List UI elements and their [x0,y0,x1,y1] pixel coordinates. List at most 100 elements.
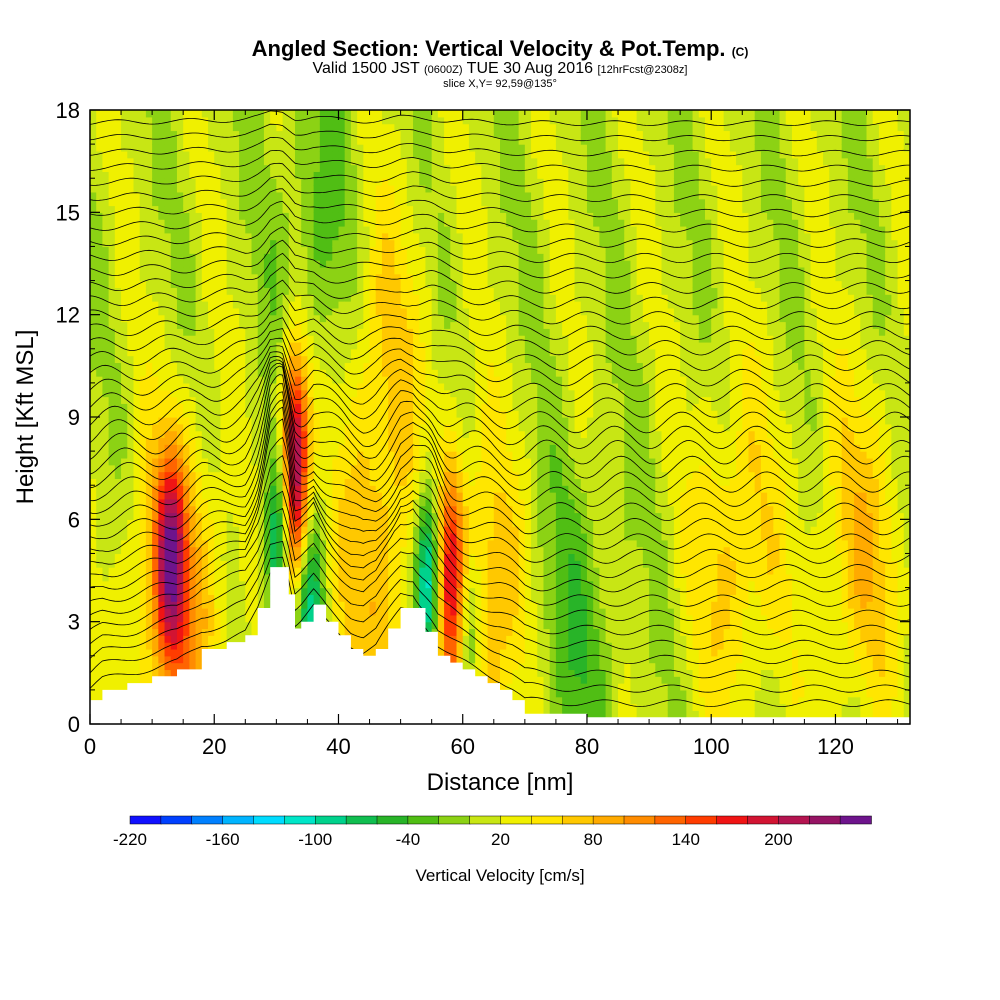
velocity-cell [375,512,383,520]
velocity-cell [406,123,414,132]
velocity-cell [257,130,265,138]
velocity-cell [232,444,240,452]
velocity-cell [350,280,358,288]
velocity-cell [127,110,135,118]
velocity-cell [139,164,147,172]
velocity-cell [176,273,184,282]
velocity-cell [357,396,364,404]
velocity-cell [350,219,358,227]
velocity-cell [381,301,389,309]
velocity-cell [96,314,104,323]
velocity-cell [189,464,197,473]
velocity-cell [208,273,215,282]
velocity-cell [164,335,172,343]
velocity-cell [276,485,284,493]
velocity-cell [102,130,110,138]
velocity-cell [214,389,222,398]
velocity-cell [145,280,153,288]
velocity-cell [344,512,352,520]
velocity-cell [164,212,172,220]
velocity-cell [257,171,265,179]
velocity-cell [239,451,246,459]
velocity-cell [282,123,290,132]
velocity-cell [114,485,122,493]
velocity-cell [176,232,184,241]
velocity-cell [307,417,315,425]
velocity-cell [257,314,265,323]
velocity-cell [276,246,284,254]
velocity-cell [344,451,352,459]
velocity-cell [102,314,110,323]
velocity-cell [127,635,135,643]
velocity-cell [313,437,321,445]
velocity-cell [425,451,433,459]
velocity-cell [282,212,290,220]
velocity-cell [220,417,228,425]
velocity-cell [425,321,433,329]
velocity-cell [388,451,395,459]
velocity-cell [90,553,97,561]
velocity-cell [127,539,135,548]
velocity-cell [400,341,408,350]
velocity-cell [183,539,190,548]
velocity-cell [239,137,246,145]
velocity-cell [121,478,128,486]
velocity-cell [363,335,371,343]
velocity-cell [413,471,420,479]
velocity-cell [375,130,383,138]
velocity-cell [139,341,147,350]
velocity-cell [245,430,253,439]
velocity-cell [152,498,159,507]
velocity-cell [127,287,135,295]
velocity-cell [307,348,315,357]
velocity-cell [381,410,389,418]
velocity-cell [295,273,302,282]
velocity-cell [102,382,110,391]
velocity-cell [350,635,358,643]
velocity-cell [344,185,352,193]
velocity-cell [189,212,197,220]
velocity-cell [114,505,122,514]
velocity-cell [121,341,128,350]
velocity-cell [121,355,128,364]
velocity-cell [251,314,259,323]
velocity-cell [326,587,333,595]
velocity-cell [307,505,315,514]
velocity-cell [288,110,296,118]
velocity-cell [357,430,364,439]
velocity-cell [127,526,135,534]
velocity-cell [195,580,203,589]
velocity-cell [425,539,433,548]
velocity-cell [139,307,147,316]
velocity-cell [96,437,104,445]
velocity-cell [319,239,327,248]
velocity-cell [133,144,141,152]
velocity-cell [114,144,122,152]
velocity-cell [158,519,166,527]
velocity-cell [133,382,141,391]
velocity-cell [127,328,135,336]
velocity-cell [189,505,197,514]
velocity-cell [208,130,215,138]
velocity-cell [263,498,271,507]
velocity-cell [388,573,395,582]
velocity-cell [201,478,209,486]
velocity-cell [164,348,172,357]
velocity-cell [319,123,327,132]
velocity-cell [139,301,147,309]
velocity-cell [375,628,383,636]
forecast-info: [12hrFcst@2308z] [597,64,688,76]
velocity-cell [214,185,222,193]
velocity-cell [90,519,97,527]
velocity-cell [326,492,333,500]
velocity-cell [152,260,159,268]
velocity-cell [176,185,184,193]
velocity-cell [381,219,389,227]
velocity-cell [145,662,153,671]
velocity-cell [307,212,315,220]
velocity-cell [220,294,228,302]
velocity-cell [301,341,309,350]
velocity-cell [425,594,433,602]
velocity-cell [245,410,253,418]
velocity-cell [344,294,352,302]
